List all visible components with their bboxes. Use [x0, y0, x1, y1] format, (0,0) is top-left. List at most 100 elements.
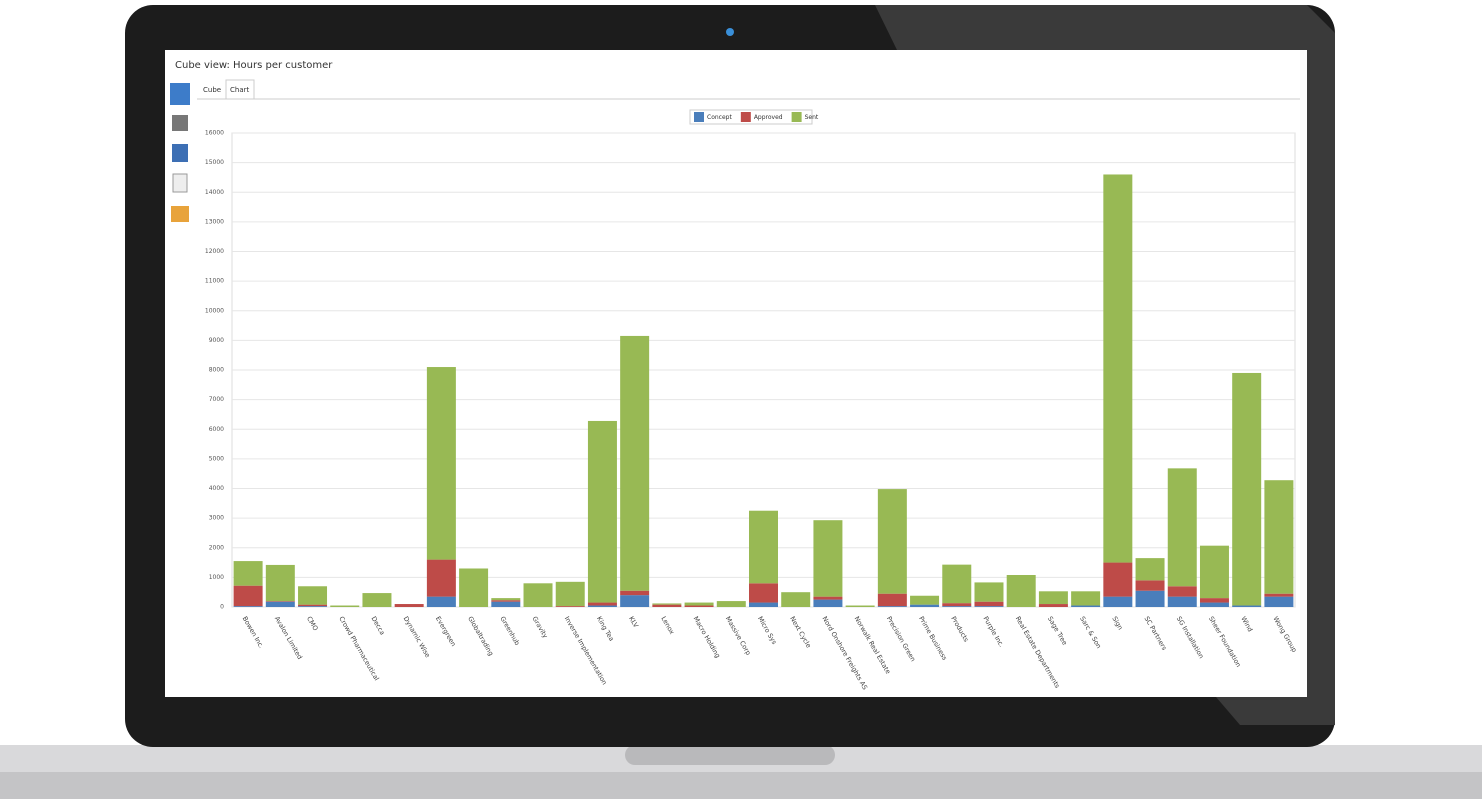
y-tick-label: 3000 [209, 515, 224, 522]
legend-label: Sent [805, 114, 819, 121]
bar-segment [1103, 596, 1133, 607]
bar-segment [652, 604, 682, 607]
y-tick-label: 4000 [209, 485, 224, 492]
bar-segment [265, 564, 295, 602]
bar-segment [749, 583, 778, 603]
icon-settings[interactable] [172, 115, 188, 131]
legend: Concept Approved Sent [689, 109, 819, 125]
y-tick-label: 13000 [205, 218, 224, 225]
legend-label: Concept [707, 114, 732, 121]
legend-label: Approved [754, 114, 783, 121]
bar-segment [491, 600, 521, 602]
bar-segment [813, 596, 843, 600]
bar-segment [942, 603, 972, 607]
bar-segment [942, 564, 972, 604]
bar-segment [1167, 586, 1197, 597]
bar-segment [555, 606, 585, 607]
bar-segment [426, 367, 456, 560]
bar-segment [587, 602, 617, 606]
y-tick-label: 11000 [205, 278, 224, 285]
bar-segment [1038, 604, 1068, 607]
bar-segment [491, 598, 521, 601]
y-tick-label: 9000 [209, 337, 224, 344]
y-tick-label: 1000 [209, 574, 224, 581]
bar-segment [813, 599, 843, 607]
bar-segment [1167, 596, 1197, 607]
bar-segment [877, 489, 907, 594]
bar-segment [233, 585, 263, 607]
legend-swatch [740, 112, 751, 122]
icon-folder[interactable] [171, 206, 189, 222]
bar-segment [1199, 545, 1229, 599]
y-tick-label: 0 [220, 604, 224, 611]
bar-segment [974, 606, 1004, 607]
bar-segment [330, 605, 360, 607]
icon-user[interactable] [172, 144, 188, 162]
bar-segment [684, 605, 714, 607]
y-tick-label: 7000 [209, 396, 224, 403]
bar-segment [877, 606, 907, 607]
bar-segment [1199, 598, 1229, 603]
bar-segment [652, 603, 682, 605]
bar-segment [942, 606, 972, 607]
bar-segment [1071, 605, 1101, 607]
bar-segment [298, 604, 328, 607]
active-tab[interactable] [225, 79, 255, 100]
bar-segment [1199, 602, 1229, 607]
bar-segment [1135, 580, 1165, 591]
bar-segment [394, 604, 424, 607]
y-tick-label: 16000 [205, 130, 224, 137]
bar-segment [1103, 174, 1133, 563]
y-tick-label: 8000 [209, 367, 224, 374]
bar-segment [974, 601, 1004, 607]
y-tick-label: 6000 [209, 426, 224, 433]
bar-segment [523, 583, 553, 607]
bar-segment [974, 582, 1004, 602]
bar-segment [1232, 605, 1262, 607]
bar-segment [233, 561, 263, 586]
tab[interactable]: Chart [230, 86, 249, 94]
bar-segment [749, 510, 778, 584]
window-title: Cube view: Hours per customer [175, 60, 333, 71]
laptop-notch [625, 745, 835, 765]
bar-segment [1103, 562, 1133, 597]
bar-segment [1167, 468, 1197, 587]
tab[interactable]: Cube [203, 86, 221, 94]
y-tick-label: 15000 [205, 159, 224, 166]
bar-segment [298, 606, 328, 607]
bar-segment [781, 592, 811, 607]
bar-segment [1135, 558, 1165, 581]
legend-swatch [694, 112, 704, 122]
bar-segment [1264, 480, 1294, 594]
bar-segment [265, 601, 295, 602]
bar-segment [362, 593, 392, 607]
bar-segment [620, 595, 650, 607]
bar-segment [1038, 591, 1068, 605]
bar-segment [1264, 593, 1294, 597]
bar-segment [1232, 372, 1262, 606]
icon-document[interactable] [172, 173, 188, 193]
bar-segment [910, 604, 940, 607]
bar-segment [587, 605, 617, 607]
y-tick-label: 14000 [205, 189, 224, 196]
bar-segment [233, 606, 263, 607]
bar-segment [459, 568, 489, 607]
bar-segment [426, 596, 456, 607]
bar-segment [845, 605, 875, 607]
bar-segment [555, 581, 585, 607]
bar-segment [749, 602, 778, 607]
icon-cube[interactable] [170, 83, 190, 105]
legend-swatch [791, 112, 802, 122]
bar-segment [620, 335, 650, 591]
bar-segment [877, 593, 907, 607]
bar-segment [716, 601, 746, 607]
y-tick-label: 12000 [205, 248, 224, 255]
camera [726, 28, 734, 36]
bar-segment [298, 586, 328, 605]
y-tick-label: 2000 [209, 544, 224, 551]
bar-segment [426, 559, 456, 597]
bar-segment [684, 602, 714, 606]
bar-segment [1006, 575, 1036, 607]
